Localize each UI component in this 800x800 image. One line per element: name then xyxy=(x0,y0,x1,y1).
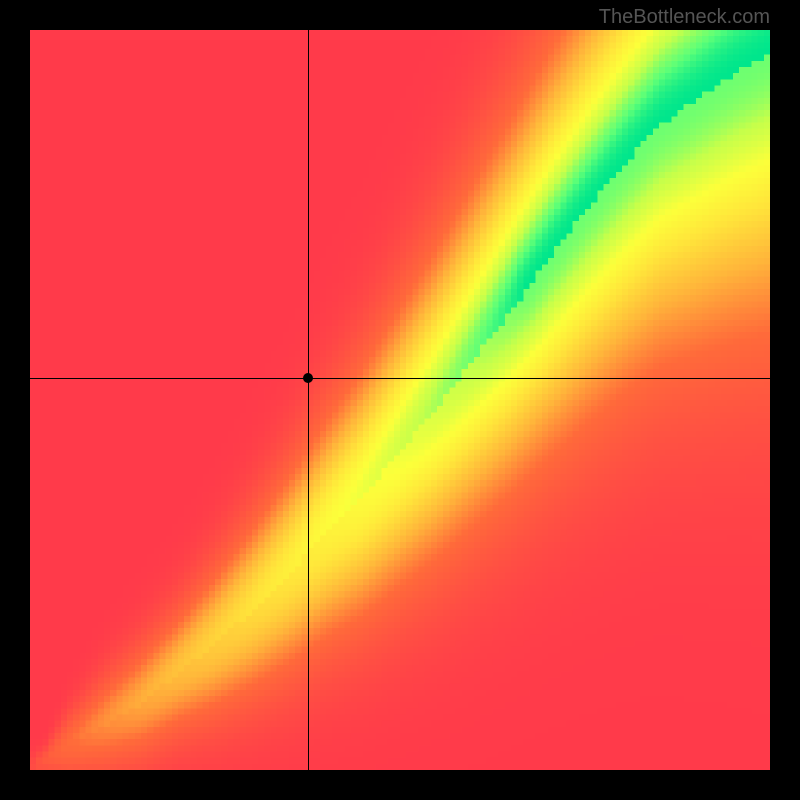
crosshair-marker xyxy=(303,373,313,383)
watermark-text: TheBottleneck.com xyxy=(599,6,770,29)
heatmap-canvas xyxy=(30,30,770,770)
crosshair-horizontal xyxy=(30,378,770,379)
heatmap-plot xyxy=(30,30,770,770)
crosshair-vertical xyxy=(308,30,309,770)
